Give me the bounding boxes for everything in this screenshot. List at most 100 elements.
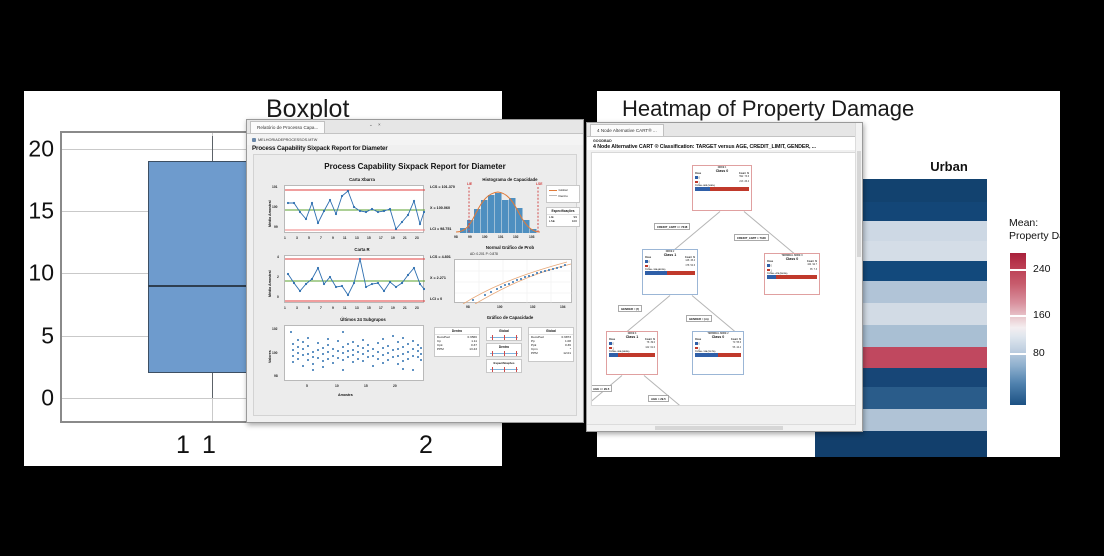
r-xtick: 23 <box>415 306 419 310</box>
panel-index-1: 1 <box>176 431 190 459</box>
node-class: Class 0 <box>711 335 725 339</box>
node-row-count: 56 <box>732 346 736 349</box>
stat-value: 0.9873 <box>561 335 571 339</box>
histogram-xtick: 103 <box>529 235 535 239</box>
cart-split-label: CREDIT_LIMIT <= 7348 <box>654 223 691 230</box>
tab-controls[interactable]: ⌄ × <box>369 122 383 127</box>
stat-value: * <box>569 347 571 352</box>
cart-node-root[interactable]: NODE 1 Class 0 Class Count % 0 592 73.6 1 2… <box>692 165 752 211</box>
node-bar <box>695 187 749 191</box>
r-ytick-4: 4 <box>277 255 279 259</box>
stat-label: PPM <box>531 351 538 356</box>
node-row-count: 444 <box>807 264 812 266</box>
node-row-count: 122 <box>645 346 650 349</box>
legend-title-line2: Property Dam... <box>1009 230 1060 242</box>
legend-swatch-global <box>549 189 557 191</box>
cart-tabbar: 4 Node Alternative CART® ... <box>587 123 862 137</box>
tab-sixpack[interactable]: Relatório de Processo Capa... <box>250 121 326 133</box>
colorbar-tick-80: 80 <box>1033 347 1045 359</box>
boxplot-title: Boxplot <box>266 95 350 123</box>
r-xtick: 21 <box>403 306 407 310</box>
node-kind: NODE 2 <box>665 251 675 253</box>
node-row-name: 1 <box>698 348 700 350</box>
stat-value: 0.37 <box>470 343 477 348</box>
r-ytick-2: 2 <box>277 275 279 279</box>
stat-value: 12.01 <box>563 351 571 356</box>
node-total-label: TOTAL: 479 (59.5%) <box>767 273 788 275</box>
node-row-name: 0 <box>648 261 650 264</box>
node-class: Class 1 <box>625 335 639 339</box>
histogram-xtick: 98 <box>454 235 458 239</box>
within-stats-header: Dentro <box>435 328 479 335</box>
legend-label-dentro: Dentro <box>558 193 568 198</box>
histogram-title: Histograma de Capacidade <box>482 177 538 182</box>
spec-label: LSE <box>549 219 555 224</box>
node-row-count: 213 <box>739 180 744 183</box>
cart-split-label: GENDER = (m) <box>686 315 712 322</box>
xbar-xtick: 19 <box>391 236 395 240</box>
tab-cart[interactable]: 4 Node Alternative CART® ... <box>590 124 664 136</box>
node-row-pct: 55.6 <box>736 342 741 344</box>
r-center-label: X = 2.271 <box>430 276 446 280</box>
node-row-name: 1 <box>698 182 700 184</box>
vertical-scrollbar[interactable] <box>855 123 862 431</box>
subgroups-xtick: 20 <box>393 384 397 388</box>
spec-value: 100 <box>571 219 577 224</box>
stat-label: Ppk <box>531 343 537 348</box>
node-total-label: TOTAL: 200 (24.8%) <box>609 351 630 353</box>
normal-prob-title: Normal Gráfico de Prob <box>485 245 535 250</box>
cart-node-3[interactable]: NODE 3 Class 1 Class Count % 0 78 39.0 1 12… <box>606 331 658 375</box>
scrollbar-thumb[interactable] <box>857 151 861 257</box>
histogram-legend: Global Dentro <box>546 185 580 203</box>
stat-label: PPM <box>437 347 444 352</box>
horizontal-scrollbar[interactable] <box>587 424 856 431</box>
node-table: Class Count % 0 148 45.4 1 178 54.6 <box>645 257 695 268</box>
cart-node-terminal-3[interactable]: TERMINAL NODE 3 Class 0 Class Count % 0 44… <box>764 253 820 295</box>
node-total-label: TOTAL: 326 (40.5%) <box>645 269 666 271</box>
r-chart-svg <box>285 257 426 302</box>
node-kind: NODE 1 <box>717 167 727 169</box>
spec-label: LIE <box>549 215 554 219</box>
subgroups-ytick-98: 98 <box>274 374 278 378</box>
r-y-axis-title: Média Amostral <box>268 270 272 297</box>
spec-box-title: Especificações <box>547 208 579 215</box>
node-bar <box>695 353 741 357</box>
median-line <box>148 285 276 287</box>
r-xtick: 13 <box>355 306 359 310</box>
xbar-xtick: 11 <box>343 236 347 240</box>
cart-classification-window[interactable]: 4 Node Alternative CART® ... GOODBAD 4 N… <box>586 122 863 432</box>
sixpack-document-title: Process Capability Sixpack Report for Di… <box>252 145 388 152</box>
capability-group-global: Global <box>486 327 522 341</box>
r-xtick: 15 <box>367 306 371 310</box>
sixpack-report-window[interactable]: Relatório de Processo Capa... ⌄ × MELHOR… <box>246 119 584 423</box>
stat-label: Pp <box>531 339 535 344</box>
node-kind: TERMINAL NODE 3 <box>781 255 803 257</box>
legend-label-global: Global <box>558 188 568 192</box>
histogram-xtick: 100 <box>482 235 488 239</box>
cart-node-terminal-2[interactable]: TERMINAL NODE 2 Class 0 Class Count % 0 70… <box>692 331 744 375</box>
node-bar <box>645 271 695 275</box>
xbar-plot-svg <box>285 189 426 231</box>
overall-stats-header: Global <box>529 328 573 335</box>
r-chart-title: Carta R <box>354 247 370 252</box>
node-bar <box>609 353 655 357</box>
subgroups-x-axis-title: Amostra <box>338 393 353 397</box>
r-ytick-0: 0 <box>277 295 279 299</box>
subgroups-xtick: 5 <box>306 384 308 388</box>
normal-prob-plot <box>454 259 573 305</box>
node-row-pct: 26.4 <box>744 180 749 183</box>
xbar-center-label: X = 100.060 <box>430 206 450 210</box>
node-class: Class 0 <box>715 169 729 173</box>
r-xtick: 11 <box>343 306 347 310</box>
r-xtick: 9 <box>332 306 334 310</box>
xbar-xtick: 17 <box>379 236 383 240</box>
node-row-pct: 7.3 <box>813 268 817 271</box>
xbar-ytick-101: 101 <box>272 185 278 189</box>
scrollbar-thumb[interactable] <box>655 426 783 430</box>
xbar-ytick-99: 99 <box>274 225 278 229</box>
stat-label: Cpk <box>437 343 443 348</box>
capability-minibar <box>487 350 521 357</box>
normal-prob-xtick: 102 <box>530 305 536 309</box>
